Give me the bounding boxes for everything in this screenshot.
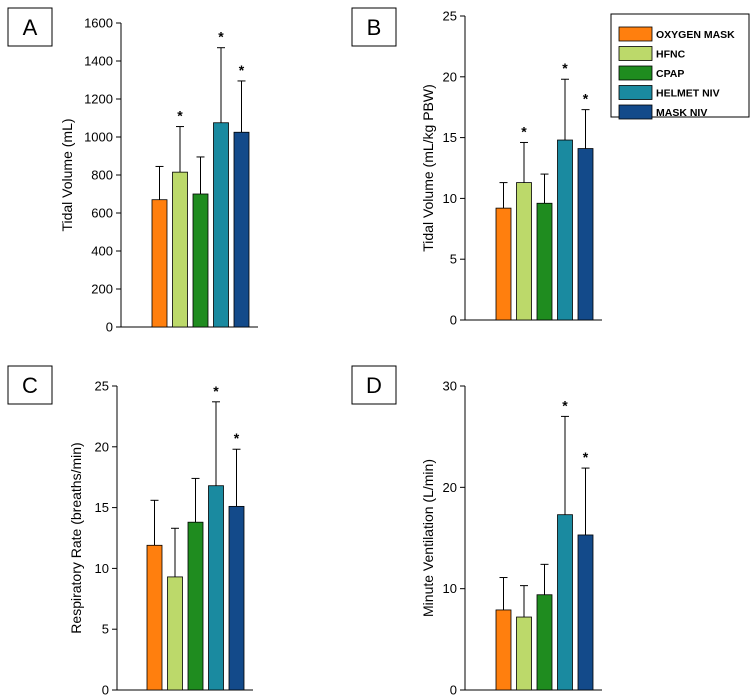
- bar-oxygen-mask: [495, 207, 512, 321]
- y-tick-label: 25: [443, 9, 457, 24]
- significance-marker: *: [239, 62, 245, 78]
- y-tick-label: 600: [91, 206, 113, 221]
- y-tick-label: 20: [443, 69, 457, 84]
- y-tick-label: 5: [102, 622, 109, 637]
- y-tick-label: 0: [450, 313, 457, 328]
- significance-marker: *: [583, 449, 589, 465]
- legend-swatch-mask-niv: [618, 104, 653, 120]
- legend-label: HELMET NIV: [656, 88, 720, 100]
- panel-label: D: [366, 373, 382, 398]
- y-tick-label: 20: [95, 439, 109, 454]
- bar-mask-niv: [228, 505, 245, 691]
- y-tick-label: 5: [450, 252, 457, 267]
- panel-label: B: [367, 15, 382, 40]
- y-axis-title: Tidal Volume (mL/kg PBW): [420, 84, 436, 252]
- y-tick-label: 10: [95, 561, 109, 576]
- bar-cpap: [187, 521, 204, 691]
- legend-label: HFNC: [656, 49, 686, 61]
- panel-label-box: [7, 7, 53, 47]
- y-tick-label: 30: [443, 379, 457, 394]
- y-tick-label: 1200: [84, 92, 113, 107]
- y-tick-label: 10: [443, 581, 457, 596]
- bar-oxygen-mask: [146, 544, 163, 691]
- bar-cpap: [536, 594, 553, 691]
- legend-label: MASK NIV: [656, 107, 707, 119]
- significance-marker: *: [521, 123, 527, 139]
- y-tick-label: 0: [102, 683, 109, 698]
- bar-mask-niv: [577, 148, 594, 321]
- significance-marker: *: [234, 430, 240, 446]
- bar-hfnc: [516, 616, 532, 691]
- y-tick-label: 15: [95, 500, 109, 515]
- bar-helmet-niv: [213, 122, 229, 328]
- bar-cpap: [536, 202, 553, 321]
- significance-marker: *: [213, 383, 219, 399]
- panel-label-box: [351, 7, 397, 47]
- bar-hfnc: [516, 182, 532, 321]
- y-tick-label: 400: [91, 244, 113, 259]
- panel-label-box: [7, 365, 53, 405]
- y-axis-title: Tidal Volume (mL): [59, 118, 75, 231]
- legend-swatch-cpap: [618, 65, 653, 81]
- y-tick-label: 200: [91, 282, 113, 297]
- legend-swatch-helmet-niv: [618, 85, 653, 100]
- y-tick-label: 15: [443, 130, 457, 145]
- y-tick-label: 0: [450, 683, 457, 698]
- panel-d: D 0 10 20 30 Minute Ventilation (L/min) * *: [351, 365, 602, 698]
- y-axis-title: Minute Ventilation (L/min): [420, 459, 436, 617]
- bar-mask-niv: [577, 534, 594, 691]
- bar-hfnc: [167, 576, 183, 691]
- panel-b: B 0 5 10 15 20 25 Tidal Volume (mL/kg PBW) * * *: [351, 7, 602, 328]
- significance-marker: *: [562, 397, 568, 413]
- y-tick-label: 0: [106, 320, 113, 335]
- panel-label: A: [23, 15, 38, 40]
- y-tick-label: 10: [443, 191, 457, 206]
- bar-helmet-niv: [557, 139, 573, 321]
- legend-label: OXYGEN MASK: [656, 29, 735, 41]
- y-tick-label: 1400: [84, 54, 113, 69]
- y-tick-label: 20: [443, 480, 457, 495]
- significance-marker: *: [177, 108, 183, 124]
- y-tick-label: 25: [95, 379, 109, 394]
- bar-oxygen-mask: [495, 609, 512, 691]
- y-axis-title: Respiratory Rate (breaths/min): [68, 442, 84, 633]
- panel-label-box: [351, 365, 397, 405]
- bar-cpap: [192, 193, 209, 328]
- y-tick-label: 1600: [84, 16, 113, 31]
- y-tick-label: 800: [91, 168, 113, 183]
- bar-helmet-niv: [557, 514, 573, 691]
- legend-items: OXYGEN MASK HFNC CPAP HELMET NIV MASK NIV: [618, 26, 735, 120]
- significance-marker: *: [583, 91, 589, 107]
- bar-oxygen-mask: [151, 199, 168, 328]
- bar-helmet-niv: [208, 485, 224, 691]
- panel-c: C 0 5 10 15 20 25 Respiratory Rate (breaths/min…: [7, 365, 253, 698]
- legend: OXYGEN MASK HFNC CPAP HELMET NIV MASK NIV: [610, 13, 750, 120]
- legend-swatch-oxygen-mask: [618, 26, 653, 42]
- significance-marker: *: [562, 60, 568, 76]
- legend-swatch-hfnc: [618, 46, 653, 61]
- bar-mask-niv: [233, 131, 250, 328]
- panel-label: C: [22, 373, 38, 398]
- significance-marker: *: [218, 29, 224, 45]
- panel-a: A 0 200 400 600 800 1000 1200 1400 1600 Tidal Volu…: [7, 7, 258, 335]
- legend-label: CPAP: [656, 68, 684, 80]
- bar-hfnc: [172, 171, 188, 328]
- y-tick-label: 1000: [84, 130, 113, 145]
